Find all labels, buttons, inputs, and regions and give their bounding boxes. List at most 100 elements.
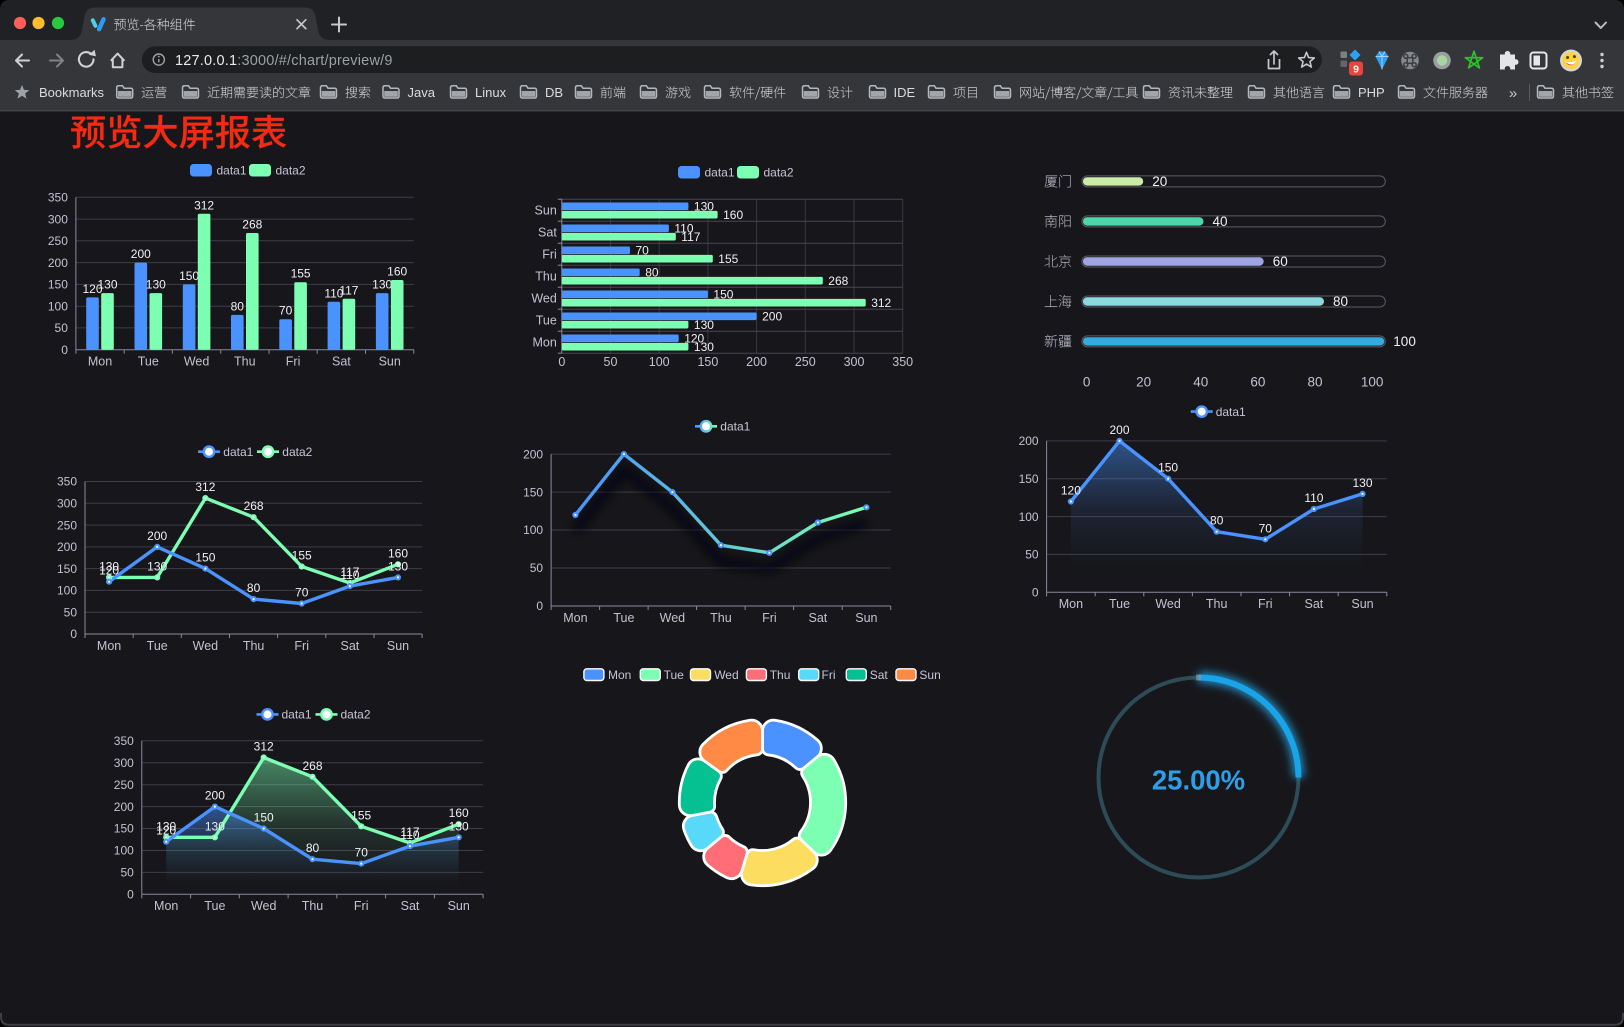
svg-text:Bookmarks: Bookmarks: [39, 85, 105, 100]
svg-text:70: 70: [295, 586, 309, 600]
svg-text:250: 250: [57, 518, 77, 532]
svg-text:70: 70: [636, 244, 650, 258]
svg-text:data1: data1: [282, 708, 312, 722]
svg-text:70: 70: [279, 304, 293, 318]
svg-text:130: 130: [694, 200, 714, 214]
svg-text:data2: data2: [764, 166, 794, 180]
svg-text:data1: data1: [705, 166, 735, 180]
svg-text:100: 100: [649, 355, 670, 369]
svg-text:50: 50: [55, 321, 69, 335]
svg-text:60: 60: [1273, 254, 1288, 269]
svg-text:IDE: IDE: [894, 85, 916, 100]
svg-text:Sat: Sat: [401, 899, 420, 913]
svg-text:160: 160: [723, 208, 743, 222]
svg-text:350: 350: [57, 475, 77, 489]
svg-text:200: 200: [746, 355, 767, 369]
svg-text:150: 150: [254, 811, 274, 825]
svg-text:Sun: Sun: [855, 611, 877, 625]
svg-text:350: 350: [48, 191, 68, 205]
svg-text:155: 155: [718, 252, 738, 266]
svg-text:100: 100: [114, 844, 134, 858]
svg-text:Fri: Fri: [762, 611, 777, 625]
svg-text:50: 50: [64, 605, 78, 619]
svg-text:200: 200: [114, 800, 134, 814]
svg-text:312: 312: [194, 198, 214, 212]
svg-text:150: 150: [114, 822, 134, 836]
svg-text:Java: Java: [408, 85, 436, 100]
svg-text:150: 150: [48, 278, 68, 292]
svg-text:Linux: Linux: [475, 85, 507, 100]
svg-text:data1: data1: [217, 164, 247, 178]
svg-text:Sun: Sun: [535, 204, 557, 218]
svg-text:160: 160: [388, 546, 408, 560]
svg-text:100: 100: [1019, 510, 1039, 524]
svg-text:Fri: Fri: [822, 668, 836, 682]
svg-text:300: 300: [57, 497, 77, 511]
svg-text:40: 40: [1193, 375, 1208, 390]
svg-text:150: 150: [57, 562, 77, 576]
svg-text:Tue: Tue: [613, 611, 634, 625]
svg-text:250: 250: [48, 234, 68, 248]
svg-text:350: 350: [114, 734, 134, 748]
svg-text:312: 312: [254, 740, 274, 754]
svg-text:250: 250: [795, 355, 816, 369]
svg-text:Tue: Tue: [536, 314, 557, 328]
svg-text:100: 100: [523, 523, 543, 537]
svg-text:50: 50: [604, 355, 618, 369]
svg-text:Sun: Sun: [919, 668, 940, 682]
svg-text:Thu: Thu: [234, 355, 256, 369]
svg-text:80: 80: [306, 841, 320, 855]
svg-text:25.00%: 25.00%: [1152, 764, 1245, 795]
svg-text:Fri: Fri: [294, 639, 309, 653]
svg-text:0: 0: [61, 343, 68, 357]
svg-text:200: 200: [57, 540, 77, 554]
svg-text:Tue: Tue: [204, 899, 225, 913]
svg-text:350: 350: [892, 355, 913, 369]
svg-text:Mon: Mon: [97, 639, 121, 653]
svg-text:Thu: Thu: [710, 611, 732, 625]
svg-text:Tue: Tue: [1109, 597, 1130, 611]
svg-text:300: 300: [114, 756, 134, 770]
svg-text:Sat: Sat: [870, 668, 889, 682]
svg-text:Sun: Sun: [387, 639, 409, 653]
svg-text:100: 100: [1361, 375, 1384, 390]
svg-text:130: 130: [99, 559, 119, 573]
svg-text:200: 200: [131, 247, 151, 261]
svg-text:Wed: Wed: [714, 668, 738, 682]
svg-text:200: 200: [523, 447, 543, 461]
svg-text:Sun: Sun: [448, 899, 470, 913]
svg-text:200: 200: [147, 529, 167, 543]
svg-text:Mon: Mon: [608, 668, 631, 682]
svg-text:80: 80: [1307, 375, 1322, 390]
svg-text:130: 130: [694, 318, 714, 332]
svg-text:312: 312: [871, 296, 891, 310]
svg-text:Fri: Fri: [286, 355, 301, 369]
svg-text:Sat: Sat: [341, 639, 360, 653]
svg-text:130: 130: [156, 819, 176, 833]
svg-text:0: 0: [1032, 586, 1039, 600]
svg-text:130: 130: [1352, 476, 1372, 490]
svg-text:Wed: Wed: [251, 899, 277, 913]
svg-text:0: 0: [558, 355, 565, 369]
svg-text:100: 100: [57, 584, 77, 598]
svg-text:Sun: Sun: [379, 355, 401, 369]
svg-text:70: 70: [355, 846, 369, 860]
svg-text:120: 120: [684, 332, 704, 346]
svg-text:110: 110: [400, 828, 419, 842]
svg-text:117: 117: [681, 230, 700, 244]
svg-text:200: 200: [48, 256, 68, 270]
svg-text:DB: DB: [545, 85, 563, 100]
svg-text:130: 130: [388, 559, 408, 573]
svg-text:PHP: PHP: [1358, 85, 1385, 100]
svg-text:150: 150: [195, 551, 215, 565]
svg-text:50: 50: [530, 561, 544, 575]
svg-text:0: 0: [70, 627, 77, 641]
svg-text:80: 80: [1333, 294, 1348, 309]
svg-text:Wed: Wed: [531, 292, 557, 306]
svg-text:Sat: Sat: [538, 226, 557, 240]
svg-text:Fri: Fri: [1258, 597, 1273, 611]
svg-text:80: 80: [231, 299, 245, 313]
svg-text:150: 150: [1158, 461, 1178, 475]
svg-text:160: 160: [387, 265, 407, 279]
svg-text:110: 110: [324, 286, 343, 300]
